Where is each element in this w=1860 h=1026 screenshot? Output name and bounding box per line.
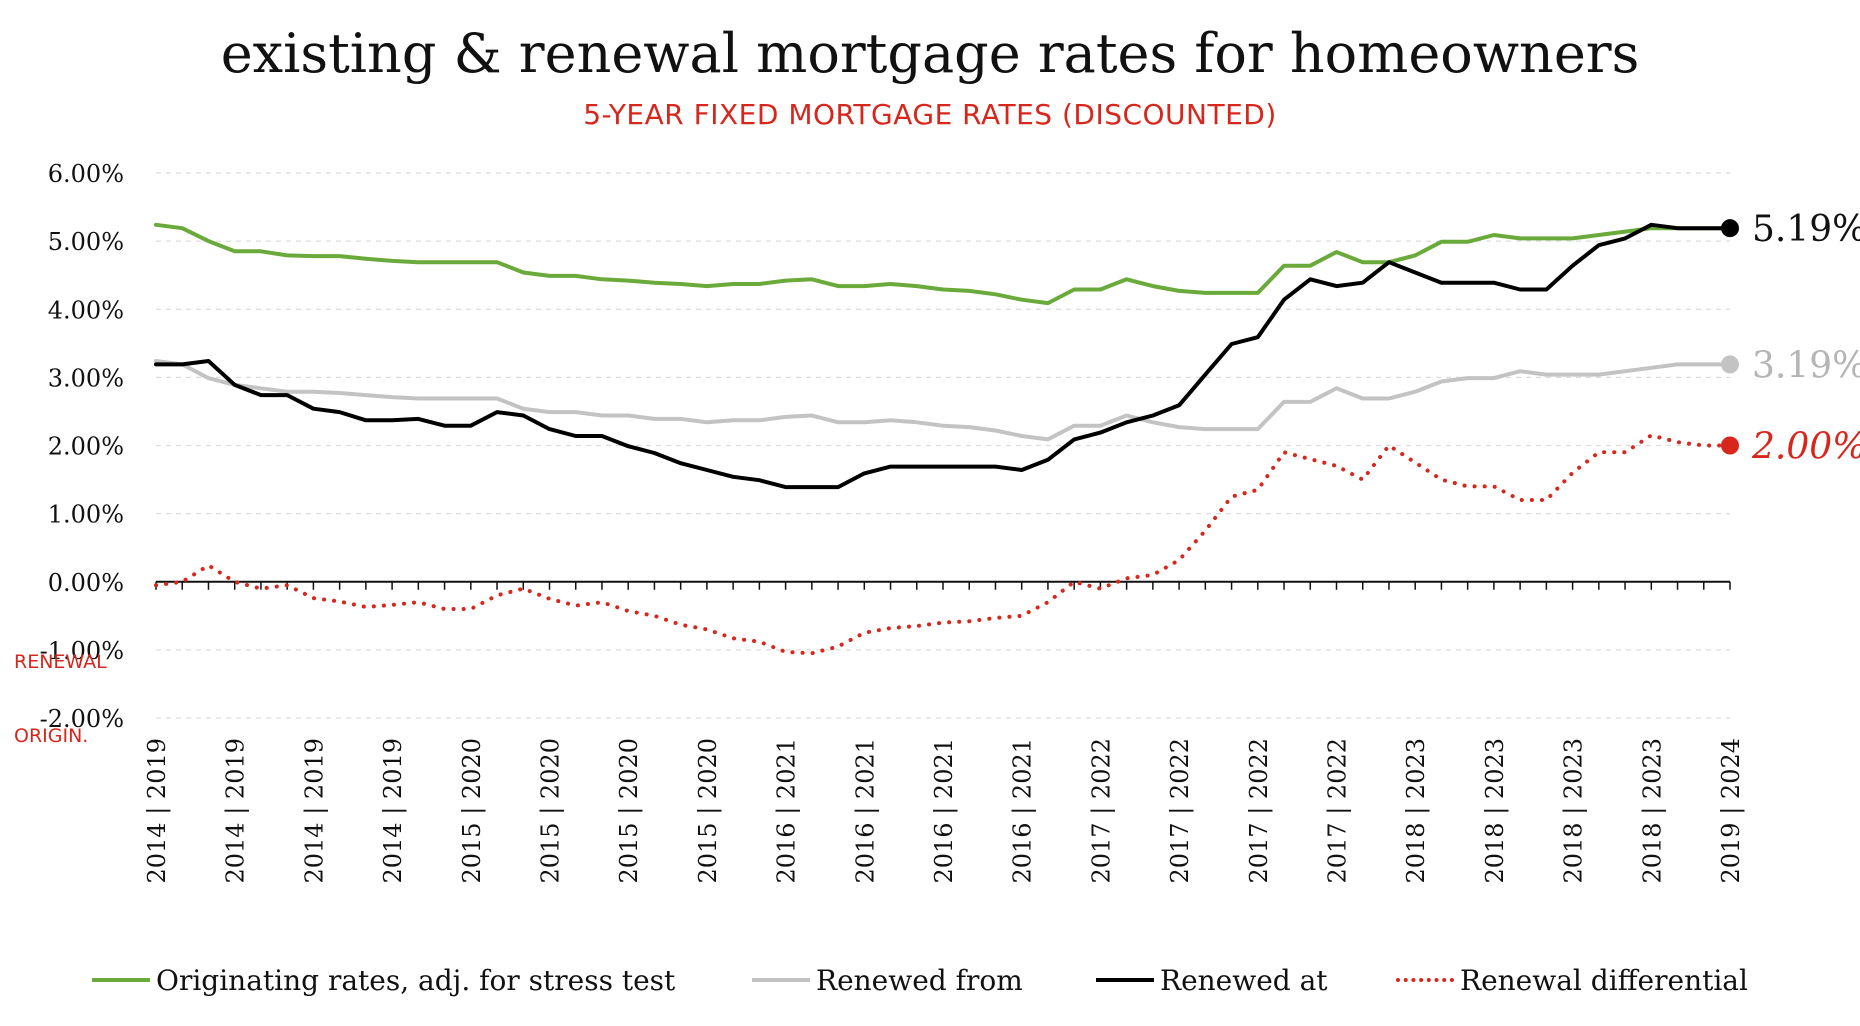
end-marker-renewed-from [1721,355,1739,374]
end-markers: 5.19% 3.19% 2.00% [1721,209,1860,468]
series-line-renewed-at [154,222,1732,490]
x-tick-label: 2015 | 2020 [615,738,644,884]
x-tick-label: 2017 | 2022 [1087,738,1116,884]
y-tick-label: 4.00% [48,296,124,324]
x-tick-label: 2015 | 2020 [537,738,566,884]
x-tick-label: 2019 | 2024 [1717,738,1746,884]
end-marker-renewed-at [1721,219,1739,238]
end-label-renewed-from: 3.19% [1752,345,1860,386]
legend-label-renewed-from: Renewed from [816,963,1023,997]
legend-label-renewed-at: Renewed at [1160,963,1328,997]
x-tick-label: 2014 | 2019 [379,738,408,884]
series-lines [154,222,1732,656]
x-tick-label: 2016 | 2021 [773,738,802,884]
gridlines [156,172,1730,719]
y-tick-label: 2.00% [48,433,124,461]
x-tick-label: 2014 | 2019 [222,738,251,884]
y-tick-label: 5.00% [48,228,124,256]
x-tick-label: 2018 | 2023 [1638,738,1667,884]
series-line-originating [154,222,1732,306]
legend-swatch-renewed-from [752,978,810,982]
x-tick-label: 2016 | 2021 [930,738,959,884]
x-tick-label: 2017 | 2022 [1324,738,1353,884]
legend-item-renewed-at: Renewed at [1096,958,1328,1002]
legend-swatch-originating [92,978,150,982]
x-tick-label: 2016 | 2021 [851,738,880,884]
legend-item-differential: Renewal differential [1396,958,1748,1002]
x-tick-label: 2014 | 2019 [143,738,172,884]
y-tick-label: 6.00% [48,160,124,188]
x-tick-label: 2018 | 2023 [1560,738,1589,884]
legend-item-renewed-from: Renewed from [752,958,1023,1002]
x-tick-label: 2017 | 2022 [1245,738,1274,884]
x-tick-label: 2017 | 2022 [1166,738,1195,884]
legend: Originating rates, adj. for stress test … [0,958,1860,1002]
chart-subtitle: 5-YEAR FIXED MORTGAGE RATES (DISCOUNTED) [583,98,1277,131]
x-tick-label: 2014 | 2019 [300,738,329,884]
x-tick-label: 2018 | 2023 [1481,738,1510,884]
x-axis [155,580,1731,590]
y-tick-label: -2.00% [40,705,124,733]
legend-item-originating: Originating rates, adj. for stress test [92,958,675,1002]
x-tick-label: 2015 | 2020 [694,738,723,884]
x-tick-label: 2018 | 2023 [1402,738,1431,884]
end-label-differential: 2.00% [1751,427,1860,468]
row-label-origination: ORIGIN. [14,725,88,747]
end-label-renewed-at: 5.19% [1752,209,1860,250]
y-tick-label: 0.00% [48,569,124,597]
legend-label-originating: Originating rates, adj. for stress test [156,963,676,997]
legend-label-differential: Renewal differential [1460,963,1748,997]
x-tick-labels: 2014 | 2019 2014 | 2019 2014 | 2019 2014 | … [143,738,1746,884]
series-line-renewed-from [154,359,1732,442]
y-axis: -2.00% -1.00% 0.00% 1.00% 2.00% 3.00% 4.00% 5.0… [40,160,124,733]
y-tick-label: -1.00% [40,637,124,665]
end-marker-differential [1721,436,1739,455]
legend-swatch-renewed-at [1096,978,1154,982]
y-tick-label: 1.00% [48,501,124,529]
row-label-renewal: RENEWAL [14,651,107,673]
y-tick-label: 3.00% [48,364,124,392]
legend-swatch-differential [1396,978,1454,982]
x-tick-label: 2015 | 2020 [458,738,487,884]
x-tick-label: 2016 | 2021 [1009,738,1038,884]
chart-title: existing & renewal mortgage rates for ho… [220,22,1640,85]
